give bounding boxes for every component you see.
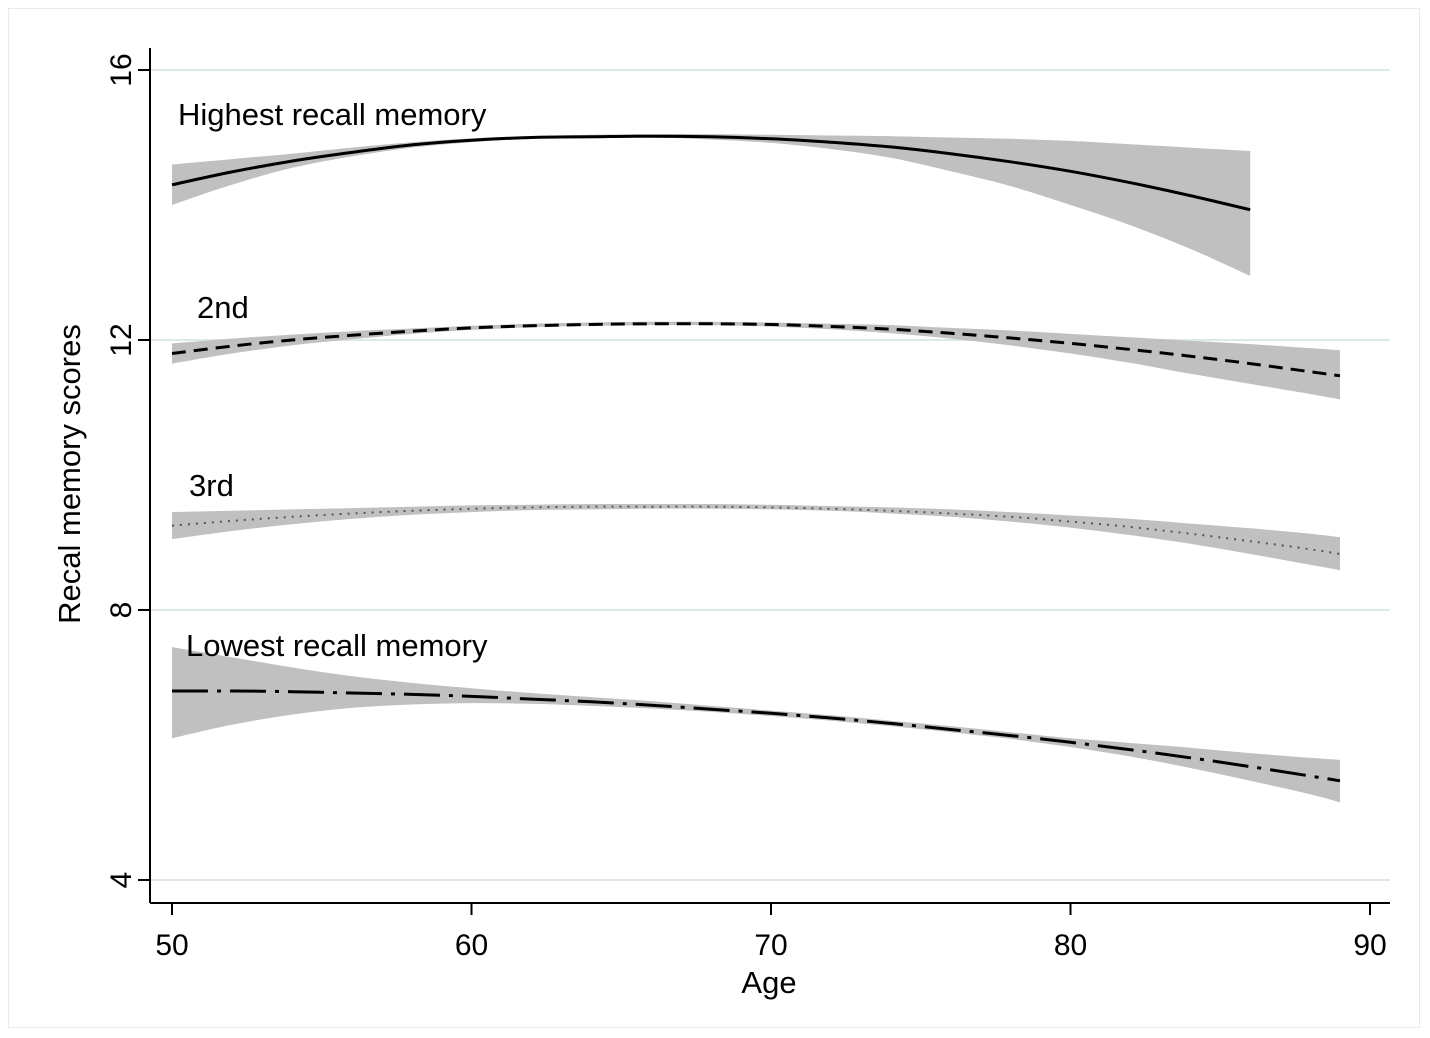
x-tick-label-80: 80 (1054, 929, 1087, 962)
series-label-2nd: 2nd (197, 290, 249, 325)
ci-band-series-3 (172, 503, 1340, 571)
y-tick-label-4: 4 (105, 872, 138, 889)
chart-frame (8, 8, 1420, 1028)
x-tick-label-60: 60 (455, 929, 488, 962)
y-tick-label-16: 16 (105, 53, 138, 86)
series-label-highest: Highest recall memory (178, 97, 487, 132)
line-series-2 (171, 322, 1341, 378)
ci-band-series-2 (172, 321, 1340, 400)
axes (138, 48, 1390, 915)
x-tick-label-50: 50 (155, 929, 188, 962)
x-axis-title: Age (741, 965, 796, 1000)
x-tick-label-70: 70 (754, 929, 787, 962)
y-axis-title: Recal memory scores (52, 324, 87, 624)
tick-labels: 4 8 12 16 50 60 70 80 90 (105, 53, 1387, 962)
x-tick-label-90: 90 (1353, 929, 1386, 962)
series-label-lowest: Lowest recall memory (186, 628, 488, 663)
line-series-1 (171, 134, 1251, 212)
ci-band-series-1 (172, 134, 1251, 276)
series-lines (171, 134, 1341, 783)
confidence-bands (172, 134, 1340, 803)
y-tick-label-8: 8 (105, 602, 138, 619)
y-tick-label-12: 12 (105, 323, 138, 356)
line-series-4 (171, 689, 1341, 783)
series-label-3rd: 3rd (189, 468, 234, 503)
ci-band-series-4 (172, 647, 1340, 803)
grid-lines (150, 69, 1390, 881)
